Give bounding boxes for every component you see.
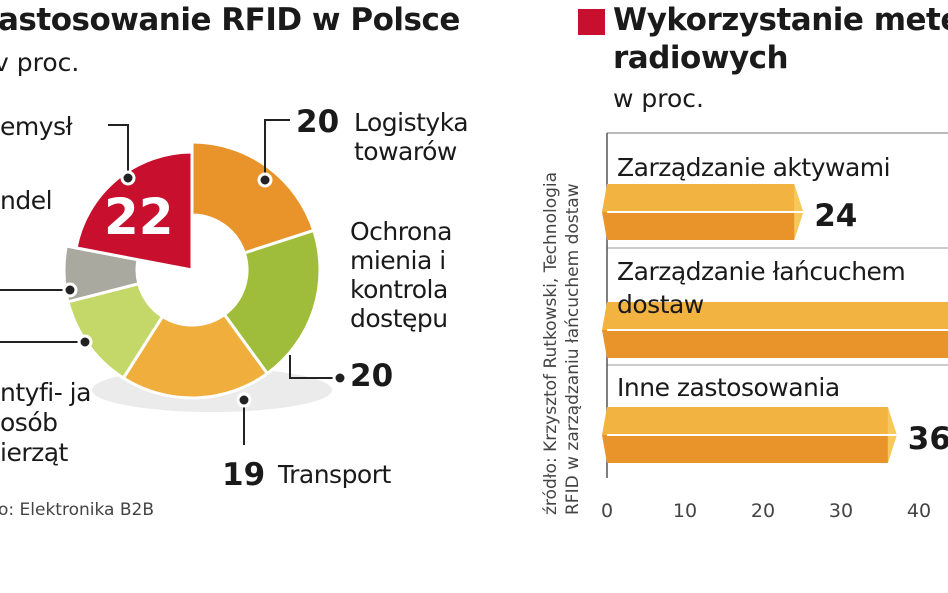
label-handel: ndel — [0, 186, 53, 215]
bar-top — [602, 407, 897, 435]
leader-line — [108, 124, 129, 178]
bar-category-label: Inne zastosowania — [617, 373, 840, 402]
bar-subtitle: w proc. — [613, 84, 704, 113]
pie-subtitle: v proc. — [0, 48, 80, 77]
label-transport: Transport — [278, 460, 391, 489]
bar-bottom — [602, 330, 948, 358]
bar-title-line2: radiowych — [613, 40, 789, 76]
value-ochrona: 20 — [350, 358, 394, 394]
leader-dot — [77, 334, 93, 350]
pie-source: o: Elektronika B2B — [0, 500, 154, 520]
leader-dot — [120, 170, 136, 186]
label-ochrona: Ochrona mienia i kontrola dostępu — [350, 217, 452, 333]
label-przemysl: emysł — [0, 112, 73, 141]
x-tick-label: 0 — [601, 500, 613, 522]
bar-bottom — [602, 212, 804, 240]
leader-dot — [62, 282, 78, 298]
bar-category-label: Zarządzanie aktywami — [617, 153, 890, 182]
bar-title-line1: Wykorzystanie metel — [613, 2, 948, 38]
pie-title: astosowanie RFID w Polsce — [0, 2, 460, 38]
bar-top — [602, 184, 804, 212]
leader-dot — [332, 370, 348, 386]
leader-line — [289, 355, 340, 379]
bar-category-label: Zarządzanie łańcuchem — [617, 257, 905, 286]
x-tick-label: 40 — [907, 500, 931, 522]
bar-category-label: dostaw — [617, 290, 704, 319]
value-logistyka: 20 — [296, 104, 340, 140]
pie-slice — [190, 140, 316, 255]
pie-slice — [121, 312, 270, 400]
pie-slice — [74, 150, 194, 272]
label-logistyka: Logistyka towarów — [354, 108, 469, 166]
x-tick-label: 20 — [751, 500, 775, 522]
pie-slice — [222, 228, 322, 376]
leader-dot — [257, 172, 273, 188]
x-tick-label: 30 — [829, 500, 853, 522]
value-przemysl: 22 — [104, 188, 174, 246]
bar-top — [602, 302, 948, 330]
leader-dot — [236, 392, 252, 408]
bar-value-label: 36 — [908, 421, 948, 457]
label-identyfikacja: ntyfi- ja osób ierząt — [0, 378, 91, 467]
bar-bottom — [602, 435, 897, 463]
bar-value-label: 24 — [814, 198, 857, 234]
title-marker — [578, 9, 605, 35]
leader-line — [264, 119, 290, 180]
x-tick-label: 10 — [673, 500, 697, 522]
value-transport: 19 — [222, 457, 266, 493]
